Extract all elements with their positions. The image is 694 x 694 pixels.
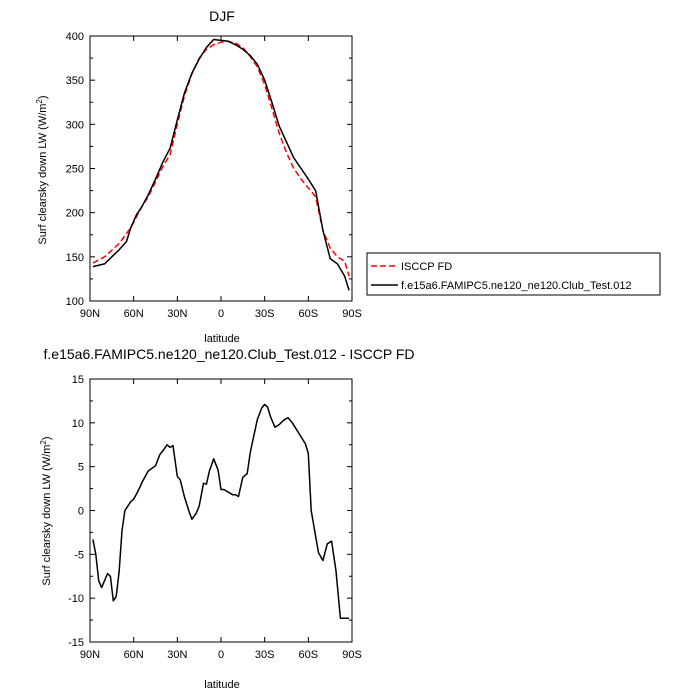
top-series-line-2 — [92, 38, 350, 291]
top-y-tick-label: 300 — [66, 119, 84, 131]
top-y-axis-label: Surf clearsky down LW (W/m2) — [35, 95, 49, 244]
top-series-line-1 — [92, 40, 350, 277]
top-x-tick-label: 60S — [299, 308, 319, 320]
bottom-y-tick-label: 10 — [72, 418, 84, 430]
top-y-tick-label: 150 — [66, 252, 84, 264]
bottom-x-tick-label: 0 — [218, 649, 224, 661]
top-x-tick-label: 30S — [255, 308, 275, 320]
bottom-y-tick-label: 15 — [72, 374, 84, 386]
bottom-y-tick-label: -5 — [74, 549, 84, 561]
bottom-y-tick-label: -15 — [68, 637, 84, 649]
top-x-axis-label: latitude — [204, 333, 239, 345]
bottom-x-tick-label: 90N — [80, 649, 100, 661]
bottom-x-tick-label: 60S — [299, 649, 319, 661]
top-x-tick-label: 60N — [124, 308, 144, 320]
bottom-y-axis-label: Surf clearsky down LW (W/m2) — [39, 436, 53, 585]
bottom-y-tick-label: 0 — [78, 506, 84, 518]
bottom-y-tick-label: 5 — [78, 462, 84, 474]
top-plot-frame — [89, 35, 353, 302]
top-x-tick-label: 90S — [342, 308, 362, 320]
bottom-chart-title: f.e15a6.FAMIPC5.ne120_ne120.Club_Test.01… — [44, 346, 415, 362]
legend-box — [366, 252, 661, 296]
bottom-series-line-1 — [92, 403, 350, 620]
top-y-axis: 100 150 200 250 300 350 400 — [66, 31, 352, 308]
bottom-x-tick-label: 30N — [167, 649, 187, 661]
bottom-y-axis: -15 -10 -5 0 5 10 15 — [68, 374, 352, 649]
legend-label-model: f.e15a6.FAMIPC5.ne120_ne120.Club_Test.01… — [401, 280, 632, 292]
top-y-tick-label: 250 — [66, 164, 84, 176]
bottom-x-tick-label: 30S — [255, 649, 275, 661]
top-y-tick-label: 400 — [66, 31, 84, 43]
top-series-lines — [92, 38, 350, 291]
bottom-x-tick-label: 60N — [124, 649, 144, 661]
top-y-tick-label: 200 — [66, 208, 84, 220]
legend: ISCCP FD f.e15a6.FAMIPC5.ne120_ne120.Clu… — [366, 252, 661, 296]
top-chart-title: DJF — [209, 8, 235, 24]
bottom-x-axis: 90N 60N 30N 0 30S 60S 90S — [80, 379, 362, 661]
bottom-plot-frame — [89, 378, 353, 643]
bottom-x-axis-label: latitude — [204, 679, 239, 691]
legend-label-isccp: ISCCP FD — [401, 261, 452, 273]
top-x-tick-label: 90N — [80, 308, 100, 320]
bottom-x-tick-label: 90S — [342, 649, 362, 661]
bottom-y-tick-label: -10 — [68, 593, 84, 605]
bottom-series-lines — [92, 403, 350, 620]
top-x-tick-label: 0 — [218, 308, 224, 320]
top-panel: DJF 90N 60N 30N 0 30S 60S 90S 100 150 200 250 300 3… — [35, 8, 362, 345]
top-y-tick-label: 350 — [66, 75, 84, 87]
top-y-tick-label: 100 — [66, 296, 84, 308]
top-x-axis: 90N 60N 30N 0 30S 60S 90S — [80, 36, 362, 320]
bottom-panel: f.e15a6.FAMIPC5.ne120_ne120.Club_Test.01… — [39, 346, 414, 691]
top-x-tick-label: 30N — [167, 308, 187, 320]
